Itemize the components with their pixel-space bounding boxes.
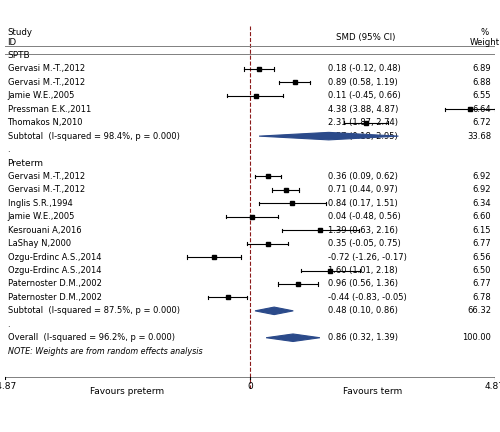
- Text: Preterm: Preterm: [8, 159, 44, 168]
- Text: 6.88: 6.88: [472, 78, 491, 87]
- Text: 0.04 (-0.48, 0.56): 0.04 (-0.48, 0.56): [328, 212, 400, 221]
- Text: Paternoster D.M.,2002: Paternoster D.M.,2002: [8, 280, 102, 289]
- Text: 66.32: 66.32: [467, 306, 491, 315]
- Text: Gervasi M.-T.,2012: Gervasi M.-T.,2012: [8, 172, 85, 181]
- Text: 0.84 (0.17, 1.51): 0.84 (0.17, 1.51): [328, 199, 398, 208]
- Text: Gervasi M.-T.,2012: Gervasi M.-T.,2012: [8, 185, 85, 194]
- Text: -0.72 (-1.26, -0.17): -0.72 (-1.26, -0.17): [328, 253, 407, 262]
- Text: 0.86 (0.32, 1.39): 0.86 (0.32, 1.39): [328, 333, 398, 342]
- Text: 6.89: 6.89: [472, 64, 491, 73]
- Text: 0.36 (0.09, 0.62): 0.36 (0.09, 0.62): [328, 172, 398, 181]
- Text: 0.89 (0.58, 1.19): 0.89 (0.58, 1.19): [328, 78, 398, 87]
- Text: 4.87: 4.87: [485, 382, 500, 391]
- Text: Thomakos N,2010: Thomakos N,2010: [8, 118, 83, 127]
- Polygon shape: [255, 307, 294, 314]
- Text: -4.87: -4.87: [0, 382, 16, 391]
- Text: Pressman E.K.,2011: Pressman E.K.,2011: [8, 105, 91, 114]
- Text: Favours term: Favours term: [343, 388, 402, 397]
- Text: SMD (95% CI): SMD (95% CI): [336, 33, 396, 42]
- Text: 6.56: 6.56: [472, 253, 491, 262]
- Text: Ozgu-Erdinc A.S.,2014: Ozgu-Erdinc A.S.,2014: [8, 253, 101, 262]
- Text: .: .: [8, 145, 10, 154]
- Text: Jamie W.E.,2005: Jamie W.E.,2005: [8, 212, 75, 221]
- Text: 6.77: 6.77: [472, 239, 491, 248]
- Text: 2.31 (1.87, 2.74): 2.31 (1.87, 2.74): [328, 118, 398, 127]
- Polygon shape: [266, 334, 320, 341]
- Text: 6.50: 6.50: [472, 266, 491, 275]
- Text: Favours preterm: Favours preterm: [90, 388, 164, 397]
- Text: .: .: [8, 320, 10, 329]
- Text: 100.00: 100.00: [462, 333, 491, 342]
- Text: 0.18 (-0.12, 0.48): 0.18 (-0.12, 0.48): [328, 64, 400, 73]
- Text: 6.78: 6.78: [472, 293, 491, 302]
- Text: 1.60 (1.01, 2.18): 1.60 (1.01, 2.18): [328, 266, 398, 275]
- Text: 0: 0: [247, 382, 253, 391]
- Text: Inglis S.R.,1994: Inglis S.R.,1994: [8, 199, 72, 208]
- Text: LaShay N,2000: LaShay N,2000: [8, 239, 70, 248]
- Text: NOTE: Weights are from random effects analysis: NOTE: Weights are from random effects an…: [8, 346, 202, 356]
- Text: Subtotal  (I-squared = 87.5%, p = 0.000): Subtotal (I-squared = 87.5%, p = 0.000): [8, 306, 180, 315]
- Text: Overall  (I-squared = 96.2%, p = 0.000): Overall (I-squared = 96.2%, p = 0.000): [8, 333, 174, 342]
- Polygon shape: [259, 132, 398, 140]
- Text: Weight: Weight: [470, 38, 500, 47]
- Text: %: %: [481, 28, 489, 37]
- Text: 6.72: 6.72: [472, 118, 491, 127]
- Text: 6.92: 6.92: [472, 185, 491, 194]
- Text: Subtotal  (I-squared = 98.4%, p = 0.000): Subtotal (I-squared = 98.4%, p = 0.000): [8, 132, 180, 141]
- Text: 6.64: 6.64: [472, 105, 491, 114]
- Text: 0.35 (-0.05, 0.75): 0.35 (-0.05, 0.75): [328, 239, 400, 248]
- Text: Ozgu-Erdinc A.S.,2014: Ozgu-Erdinc A.S.,2014: [8, 266, 101, 275]
- Text: 0.71 (0.44, 0.97): 0.71 (0.44, 0.97): [328, 185, 398, 194]
- Text: 0.11 (-0.45, 0.66): 0.11 (-0.45, 0.66): [328, 91, 400, 100]
- Text: Paternoster D.M.,2002: Paternoster D.M.,2002: [8, 293, 102, 302]
- Text: 0.48 (0.10, 0.86): 0.48 (0.10, 0.86): [328, 306, 398, 315]
- Text: 33.68: 33.68: [467, 132, 491, 141]
- Text: -0.44 (-0.83, -0.05): -0.44 (-0.83, -0.05): [328, 293, 406, 302]
- Text: 6.15: 6.15: [472, 226, 491, 235]
- Text: 0.96 (0.56, 1.36): 0.96 (0.56, 1.36): [328, 280, 398, 289]
- Text: 6.60: 6.60: [472, 212, 491, 221]
- Text: 1.39 (0.63, 2.16): 1.39 (0.63, 2.16): [328, 226, 398, 235]
- Text: 6.34: 6.34: [472, 199, 491, 208]
- Text: 4.38 (3.88, 4.87): 4.38 (3.88, 4.87): [328, 105, 398, 114]
- Text: SPTB: SPTB: [8, 51, 30, 60]
- Text: 6.92: 6.92: [472, 172, 491, 181]
- Text: 6.77: 6.77: [472, 280, 491, 289]
- Text: 6.55: 6.55: [472, 91, 491, 100]
- Text: Study: Study: [8, 28, 32, 37]
- Text: 1.57 (0.18, 2.95): 1.57 (0.18, 2.95): [328, 132, 398, 141]
- Text: Jamie W.E.,2005: Jamie W.E.,2005: [8, 91, 75, 100]
- Text: Kesrouani A,2016: Kesrouani A,2016: [8, 226, 81, 235]
- Text: Gervasi M.-T.,2012: Gervasi M.-T.,2012: [8, 64, 85, 73]
- Text: ID: ID: [8, 38, 16, 47]
- Text: Gervasi M.-T.,2012: Gervasi M.-T.,2012: [8, 78, 85, 87]
